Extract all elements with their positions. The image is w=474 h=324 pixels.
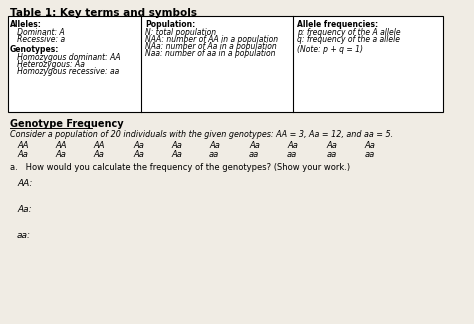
Text: Population:: Population: <box>146 20 196 29</box>
Text: Aa: Aa <box>55 150 66 159</box>
Text: Recessive: a: Recessive: a <box>9 35 64 44</box>
Text: Homozygous dominant: AA: Homozygous dominant: AA <box>9 53 120 62</box>
Text: a.   How would you calculate the frequency of the genotypes? (Show your work.): a. How would you calculate the frequency… <box>9 163 350 172</box>
Text: Aa: Aa <box>93 150 104 159</box>
Text: Aa: Aa <box>171 150 182 159</box>
Text: Table 1: Key terms and symbols: Table 1: Key terms and symbols <box>9 8 197 18</box>
Text: Genotype Frequency: Genotype Frequency <box>9 119 123 129</box>
Text: Aa: Aa <box>249 141 260 150</box>
Text: AA:: AA: <box>17 179 33 188</box>
Text: Aa: Aa <box>365 141 376 150</box>
Text: Homozygous recessive: aa: Homozygous recessive: aa <box>9 67 119 76</box>
Text: Aa: Aa <box>133 150 144 159</box>
Text: Alleles:: Alleles: <box>9 20 41 29</box>
Text: Genotypes:: Genotypes: <box>9 45 59 54</box>
Text: aa: aa <box>249 150 259 159</box>
Text: AA: AA <box>93 141 105 150</box>
Text: Consider a population of 20 individuals with the given genotypes: AA = 3, Aa = 1: Consider a population of 20 individuals … <box>9 130 392 139</box>
Text: Heterozygous: Aa: Heterozygous: Aa <box>9 60 84 69</box>
Text: Naa: number of aa in a population: Naa: number of aa in a population <box>146 49 276 58</box>
Text: AA: AA <box>17 141 28 150</box>
Text: aa: aa <box>287 150 297 159</box>
FancyBboxPatch shape <box>8 16 443 112</box>
Text: Aa: Aa <box>171 141 182 150</box>
Text: Aa:: Aa: <box>17 205 32 214</box>
Text: Aa: Aa <box>327 141 338 150</box>
Text: Allele frequencies:: Allele frequencies: <box>298 20 379 29</box>
Text: N: total population: N: total population <box>146 28 217 37</box>
Text: Dominant: A: Dominant: A <box>9 28 64 37</box>
Text: NAa: number of Aa in a population: NAa: number of Aa in a population <box>146 42 277 51</box>
Text: aa: aa <box>327 150 337 159</box>
Text: Aa: Aa <box>17 150 28 159</box>
Text: Aa: Aa <box>209 141 220 150</box>
Text: aa:: aa: <box>17 231 31 240</box>
Text: aa: aa <box>209 150 219 159</box>
Text: (Note: p + q = 1): (Note: p + q = 1) <box>298 45 364 54</box>
Text: Aa: Aa <box>287 141 298 150</box>
Text: p: frequency of the A allele: p: frequency of the A allele <box>298 28 401 37</box>
Text: q: frequency of the a allele: q: frequency of the a allele <box>298 35 401 44</box>
Text: NAA: number of AA in a population: NAA: number of AA in a population <box>146 35 279 44</box>
Text: AA: AA <box>55 141 67 150</box>
Text: Aa: Aa <box>133 141 144 150</box>
Text: aa: aa <box>365 150 375 159</box>
